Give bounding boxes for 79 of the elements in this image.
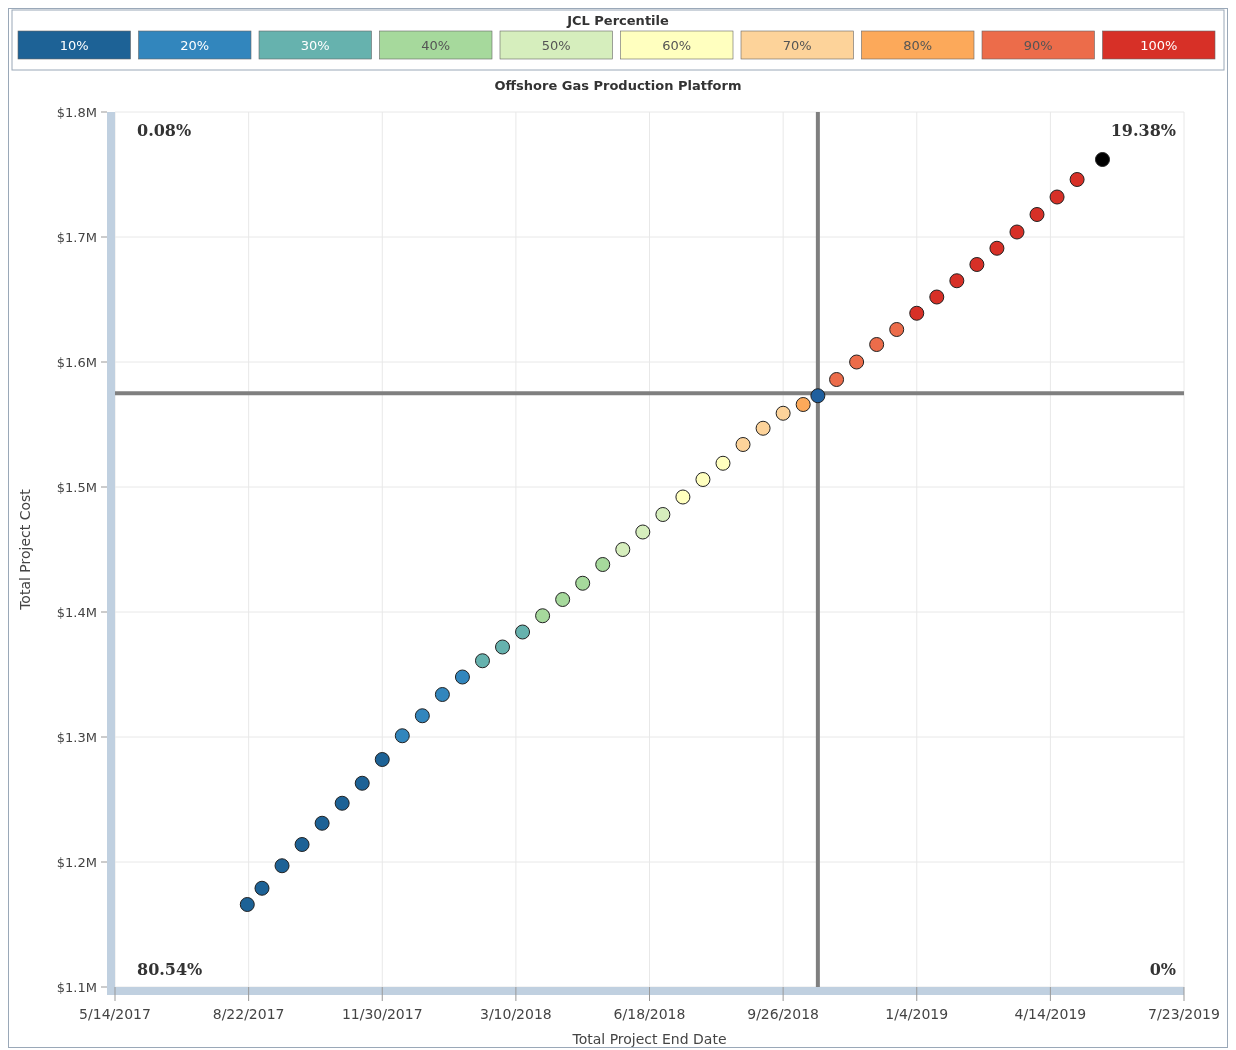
point bbox=[555, 592, 571, 607]
y-tick-label: $1.4M bbox=[56, 604, 97, 620]
x-tick-label: 6/18/2018 bbox=[613, 1006, 686, 1022]
point bbox=[969, 257, 985, 272]
annotation: 80.54% bbox=[137, 959, 203, 979]
point bbox=[394, 728, 410, 744]
point bbox=[775, 405, 791, 421]
annotation: 0% bbox=[1149, 959, 1176, 979]
chart-title: Offshore Gas Production Platform bbox=[494, 78, 742, 93]
annotation: 19.38% bbox=[1110, 120, 1176, 140]
y-tick-label: $1.2M bbox=[56, 854, 97, 870]
point bbox=[869, 337, 885, 352]
point bbox=[515, 624, 531, 640]
point bbox=[254, 880, 270, 896]
x-tick-label: 1/4/2019 bbox=[885, 1006, 949, 1022]
text: 20% bbox=[180, 38, 210, 53]
text: 80% bbox=[903, 38, 933, 53]
point bbox=[795, 397, 811, 412]
point bbox=[294, 837, 310, 852]
text: 40% bbox=[421, 38, 451, 53]
point bbox=[414, 708, 430, 724]
annotation: 0.08% bbox=[137, 120, 192, 140]
point bbox=[595, 557, 611, 572]
x-tick-label: 8/22/2017 bbox=[212, 1006, 285, 1022]
point bbox=[334, 795, 350, 811]
text: 100% bbox=[1140, 38, 1178, 53]
y-tick-label: $1.1M bbox=[56, 979, 97, 995]
point bbox=[989, 240, 1005, 256]
point bbox=[474, 653, 490, 669]
y-tick-label: $1.5M bbox=[56, 479, 97, 495]
point bbox=[655, 507, 671, 522]
point bbox=[434, 687, 450, 702]
point bbox=[735, 437, 751, 452]
text: 90% bbox=[1023, 38, 1053, 53]
y-tick-label: $1.6M bbox=[56, 354, 97, 370]
text: 70% bbox=[782, 38, 812, 53]
x-tick-label: 11/30/2017 bbox=[341, 1006, 423, 1022]
point bbox=[929, 289, 945, 305]
point bbox=[949, 273, 965, 289]
point bbox=[909, 305, 925, 321]
text: 30% bbox=[300, 38, 330, 53]
point bbox=[1069, 172, 1085, 187]
point bbox=[1094, 152, 1110, 167]
y-tick-label: $1.7M bbox=[56, 229, 97, 245]
y-tick-label: $1.3M bbox=[56, 729, 97, 745]
text: 50% bbox=[541, 38, 571, 53]
point bbox=[695, 472, 711, 487]
point bbox=[1009, 224, 1025, 240]
x-tick-label: 9/26/2018 bbox=[747, 1006, 820, 1022]
point bbox=[495, 639, 511, 655]
point bbox=[575, 575, 591, 591]
x-tick-label: 3/10/2018 bbox=[479, 1006, 552, 1022]
point bbox=[810, 388, 826, 404]
text: 60% bbox=[662, 38, 692, 53]
text: 10% bbox=[59, 38, 89, 53]
point bbox=[635, 524, 651, 540]
x-tick-label: 7/23/2019 bbox=[1148, 1006, 1220, 1022]
point bbox=[454, 669, 470, 685]
y-axis-title: Total Project Cost bbox=[17, 488, 33, 611]
point bbox=[715, 455, 731, 471]
point bbox=[1049, 189, 1065, 205]
point bbox=[849, 354, 865, 370]
point bbox=[889, 322, 905, 337]
point bbox=[829, 372, 845, 387]
x-tick-label: 5/14/2017 bbox=[79, 1006, 151, 1022]
legend-title: JCL Percentile bbox=[566, 13, 670, 28]
point bbox=[755, 420, 771, 436]
point bbox=[615, 542, 631, 557]
point bbox=[239, 897, 255, 912]
point bbox=[374, 752, 390, 767]
x-axis-title: Total Project End Date bbox=[571, 1031, 727, 1047]
point bbox=[675, 489, 691, 505]
point bbox=[535, 608, 551, 624]
x-tick-label: 4/14/2019 bbox=[1014, 1006, 1087, 1022]
point bbox=[1029, 207, 1045, 222]
point bbox=[314, 815, 330, 831]
point bbox=[274, 858, 290, 874]
point bbox=[354, 775, 370, 791]
y-tick-label: $1.8M bbox=[56, 104, 97, 120]
